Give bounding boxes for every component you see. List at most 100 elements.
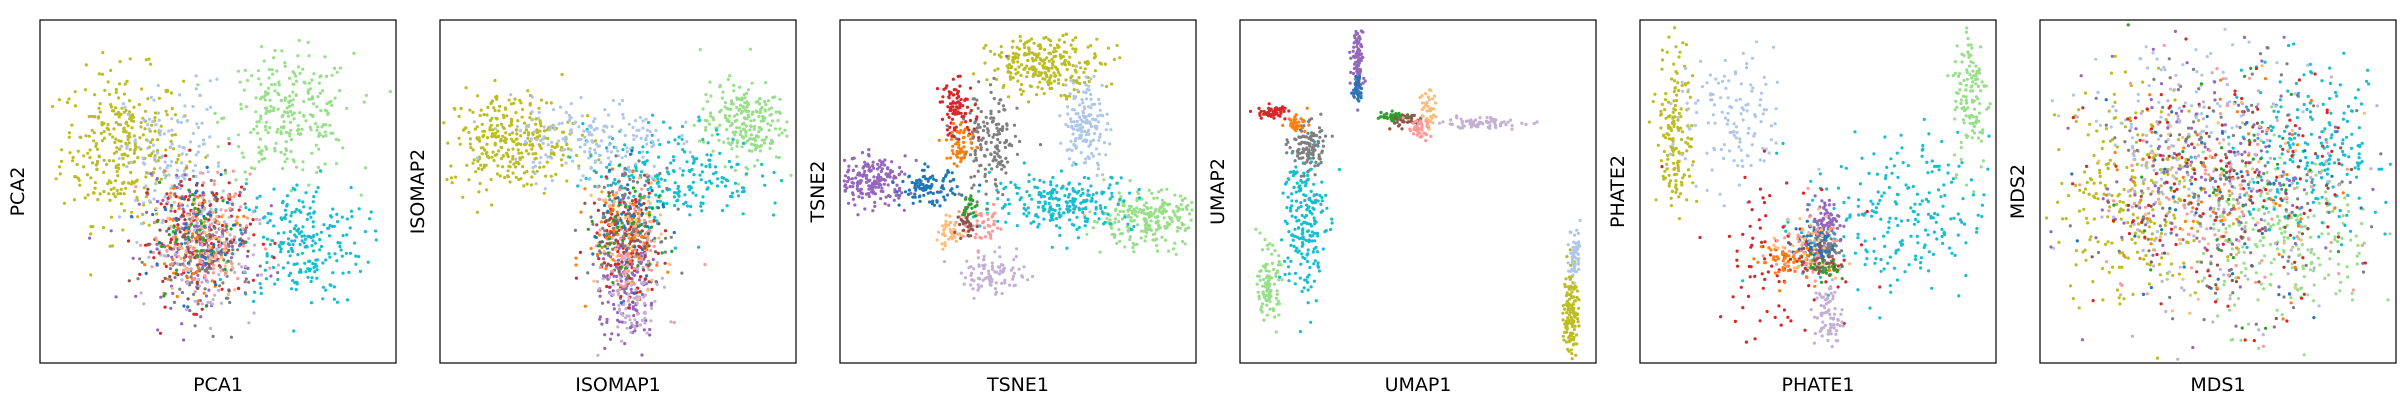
scatter-point [109, 215, 114, 219]
scatter-point [611, 219, 615, 223]
scatter-point [630, 217, 634, 221]
scatter-point [638, 194, 642, 198]
scatter-point [673, 203, 677, 208]
scatter-point [174, 229, 178, 233]
scatter-point [1011, 60, 1015, 64]
scatter-point [306, 234, 310, 239]
scatter-point [311, 225, 315, 229]
scatter-point [310, 151, 314, 155]
scatter-point [1054, 217, 1059, 221]
scatter-point [297, 127, 301, 131]
scatter-point [628, 191, 632, 195]
scatter-point [499, 145, 503, 149]
scatter-point [996, 219, 1000, 223]
scatter-point [231, 223, 235, 227]
scatter-point [978, 183, 982, 187]
scatter-point [155, 212, 159, 216]
scatter-point [196, 302, 200, 306]
scatter-point [173, 184, 177, 188]
scatter-point [591, 252, 595, 256]
scatter-point [631, 186, 636, 190]
scatter-point [600, 322, 604, 326]
scatter-point [258, 137, 263, 141]
scatter-point [533, 130, 537, 134]
scatter-point [114, 106, 118, 110]
scatter-point [1000, 51, 1004, 55]
scatter-point [1132, 250, 1136, 254]
scatter-point [366, 260, 370, 264]
scatter-point [265, 260, 269, 265]
scatter-point [663, 229, 668, 233]
scatter-point [1051, 191, 1055, 195]
scatter-point [646, 288, 650, 292]
scatter-point [469, 146, 473, 150]
scatter-point [730, 123, 734, 127]
scatter-point [1074, 137, 1078, 141]
scatter-point [226, 296, 230, 300]
scatter-point [164, 264, 168, 269]
scatter-point [749, 133, 754, 137]
scatter-point [910, 180, 914, 185]
scatter-point [298, 268, 302, 272]
scatter-point [1025, 190, 1029, 194]
scatter-point [235, 221, 239, 225]
scatter-point [637, 256, 641, 260]
scatter-point [636, 238, 640, 242]
scatter-point [183, 241, 187, 245]
scatter-point [641, 150, 645, 154]
scatter-point [741, 141, 746, 145]
scatter-point [348, 226, 352, 230]
scatter-point [1027, 179, 1031, 184]
scatter-point [1086, 61, 1090, 65]
scatter-point [629, 321, 634, 325]
scatter-point [1003, 141, 1007, 145]
scatter-point [252, 311, 256, 315]
scatter-point [845, 180, 850, 184]
scatter-point [579, 178, 583, 182]
scatter-point [170, 142, 174, 146]
scatter-point [321, 297, 325, 301]
scatter-point [643, 224, 647, 228]
scatter-point [996, 129, 1000, 133]
scatter-point [122, 92, 126, 96]
scatter-point [1084, 133, 1088, 137]
scatter-point [1077, 182, 1082, 186]
scatter-point [182, 214, 186, 218]
scatter-point [122, 163, 126, 167]
scatter-point [195, 263, 199, 267]
scatter-point [192, 278, 196, 282]
scatter-point [846, 170, 850, 174]
scatter-point [728, 74, 732, 78]
scatter-point [168, 267, 173, 271]
scatter-point [348, 251, 353, 255]
scatter-point [666, 270, 670, 274]
scatter-point [83, 196, 87, 200]
scatter-point [1002, 165, 1006, 169]
scatter-point [759, 107, 763, 112]
scatter-point [993, 52, 997, 56]
scatter-point [1091, 154, 1095, 158]
scatter-point [655, 261, 660, 265]
scatter-point [728, 194, 733, 198]
scatter-point [611, 167, 615, 171]
scatter-point [307, 54, 311, 58]
scatter-point [241, 244, 245, 248]
scatter-point [130, 113, 134, 117]
scatter-point [1176, 217, 1180, 221]
scatter-point [1062, 50, 1066, 54]
scatter-point [201, 181, 205, 185]
scatter-point [273, 146, 277, 151]
scatter-point [1014, 185, 1018, 190]
scatter-point [733, 119, 738, 123]
scatter-point [523, 140, 528, 144]
scatter-point [209, 207, 213, 211]
scatter-point [131, 115, 135, 119]
scatter-point [163, 169, 167, 173]
scatter-point [266, 131, 270, 135]
scatter-point [607, 218, 611, 222]
scatter-point [185, 308, 189, 312]
scatter-point [1144, 226, 1148, 230]
scatter-point [107, 192, 111, 196]
scatter-point [344, 251, 348, 255]
scatter-point [449, 176, 454, 180]
